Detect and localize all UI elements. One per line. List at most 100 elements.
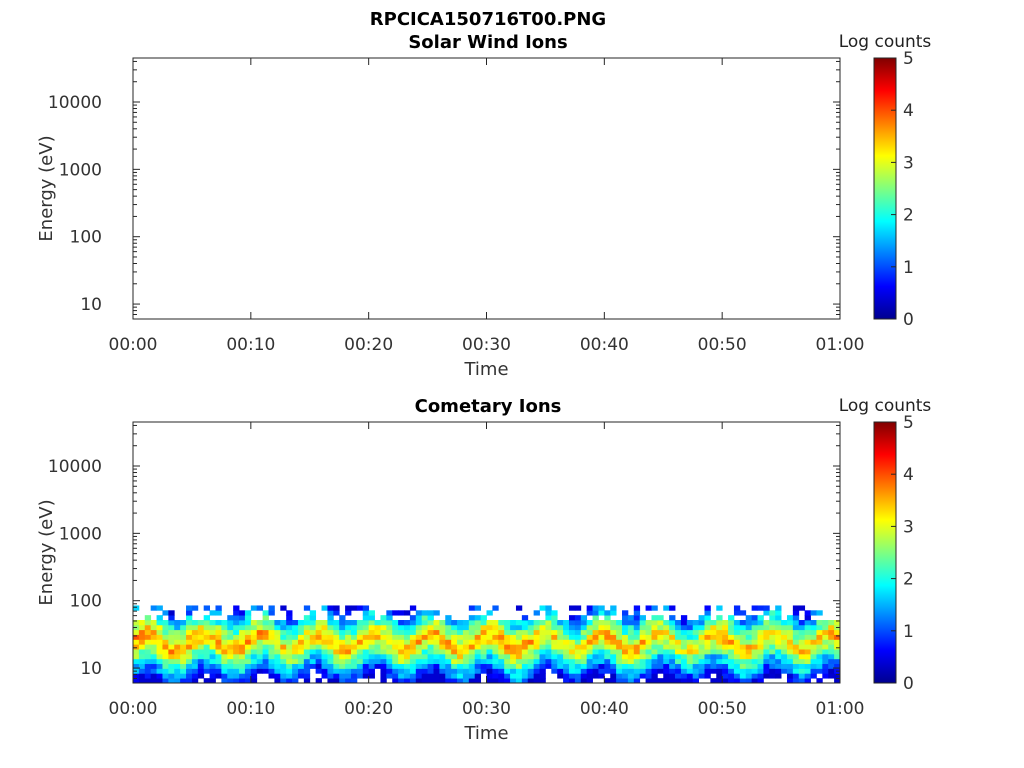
heatmap-cell bbox=[221, 629, 228, 635]
heatmap-cell bbox=[657, 678, 664, 684]
heatmap-cell bbox=[180, 673, 187, 679]
heatmap-cell bbox=[256, 658, 264, 665]
heatmap-cell bbox=[781, 620, 788, 626]
heatmap-cell bbox=[722, 668, 729, 674]
colorbar-tick-label: 1 bbox=[903, 258, 914, 278]
heatmap-cell bbox=[810, 653, 817, 660]
heatmap-cell bbox=[239, 663, 246, 669]
heatmap-cell bbox=[421, 634, 428, 640]
heatmap-cell bbox=[286, 668, 293, 674]
heatmap-cell bbox=[816, 634, 823, 640]
heatmap-cell bbox=[268, 639, 275, 645]
heatmap-cell bbox=[180, 668, 187, 674]
heatmap-cell bbox=[716, 629, 723, 635]
heatmap-cell bbox=[468, 615, 476, 621]
heatmap-cell bbox=[769, 624, 776, 631]
heatmap-cell bbox=[722, 678, 729, 684]
heatmap-cell bbox=[244, 610, 252, 616]
heatmap-cell bbox=[321, 653, 328, 660]
heatmap-cell bbox=[498, 673, 505, 679]
heatmap-cell bbox=[828, 658, 835, 665]
heatmap-cell bbox=[386, 649, 393, 655]
heatmap-cell bbox=[574, 615, 582, 621]
heatmap-cell bbox=[557, 620, 564, 626]
heatmap-cell bbox=[451, 653, 458, 660]
heatmap-cell bbox=[822, 629, 829, 635]
heatmap-cell bbox=[539, 653, 546, 660]
heatmap-cell bbox=[239, 673, 246, 679]
heatmap-cell bbox=[498, 634, 505, 640]
heatmap-cell bbox=[539, 629, 546, 635]
heatmap-cell bbox=[739, 678, 747, 684]
heatmap-cell bbox=[792, 653, 800, 660]
heatmap-cell bbox=[728, 634, 735, 640]
heatmap-cell bbox=[256, 634, 264, 640]
heatmap-cell bbox=[233, 610, 240, 616]
heatmap-cell bbox=[174, 649, 181, 655]
heatmap-cell bbox=[180, 634, 187, 640]
heatmap-cell bbox=[728, 658, 735, 665]
heatmap-cell bbox=[757, 663, 764, 669]
heatmap-cell bbox=[409, 615, 417, 621]
heatmap-cell bbox=[639, 658, 646, 665]
heatmap-cell bbox=[262, 634, 269, 640]
heatmap-cell bbox=[651, 658, 658, 665]
heatmap-cell bbox=[392, 639, 399, 645]
heatmap-cell bbox=[168, 649, 175, 655]
heatmap-cell bbox=[398, 649, 405, 655]
heatmap-cell bbox=[533, 629, 540, 635]
heatmap-cell bbox=[339, 615, 346, 621]
heatmap-cell bbox=[745, 615, 753, 621]
heatmap-cell bbox=[262, 668, 269, 674]
heatmap-cell bbox=[521, 663, 529, 669]
heatmap-cell bbox=[197, 620, 205, 626]
heatmap-cell bbox=[356, 653, 364, 660]
heatmap-cell bbox=[798, 668, 806, 674]
heatmap-cell bbox=[356, 658, 364, 665]
heatmap-cell bbox=[292, 673, 299, 679]
heatmap-cell bbox=[138, 624, 146, 631]
heatmap-cell bbox=[781, 668, 788, 674]
heatmap-cell bbox=[439, 649, 446, 655]
heatmap-cell bbox=[280, 644, 287, 650]
heatmap-cell bbox=[745, 658, 753, 665]
heatmap-cell bbox=[504, 644, 511, 650]
heatmap-cell bbox=[227, 668, 234, 674]
heatmap-cell bbox=[633, 653, 641, 660]
heatmap-cell bbox=[710, 663, 717, 669]
heatmap-cell bbox=[162, 663, 169, 669]
heatmap-cell bbox=[598, 673, 605, 679]
heatmap-cell bbox=[315, 620, 322, 626]
heatmap-cell bbox=[404, 610, 411, 616]
heatmap-cell bbox=[144, 668, 152, 674]
heatmap-cell bbox=[645, 673, 652, 679]
heatmap-cell bbox=[327, 653, 334, 660]
heatmap-cell bbox=[645, 605, 652, 611]
heatmap-cell bbox=[698, 653, 705, 660]
heatmap-cell bbox=[380, 658, 387, 665]
heatmap-cell bbox=[292, 644, 299, 650]
heatmap-cell bbox=[203, 644, 210, 650]
heatmap-cell bbox=[256, 620, 264, 626]
heatmap-cell bbox=[392, 653, 399, 660]
heatmap-cell bbox=[680, 649, 688, 655]
heatmap-cell bbox=[138, 649, 146, 655]
heatmap-cell bbox=[633, 629, 641, 635]
heatmap-cell bbox=[286, 673, 293, 679]
heatmap-cell bbox=[692, 620, 699, 626]
figure-title: RPCICA150716T00.PNG bbox=[370, 9, 606, 30]
heatmap-cell bbox=[792, 658, 800, 665]
heatmap-cell bbox=[663, 668, 670, 674]
heatmap-cell bbox=[539, 634, 546, 640]
heatmap-cell bbox=[321, 644, 328, 650]
heatmap-cell bbox=[486, 668, 493, 674]
heatmap-cell bbox=[639, 673, 646, 679]
heatmap-cell bbox=[315, 653, 322, 660]
heatmap-cell bbox=[492, 663, 499, 669]
panel-title: Solar Wind Ions bbox=[408, 32, 567, 53]
heatmap-cell bbox=[781, 624, 788, 631]
heatmap-cell bbox=[227, 649, 234, 655]
heatmap-cell bbox=[339, 649, 346, 655]
heatmap-cell bbox=[568, 639, 576, 645]
heatmap-cell bbox=[368, 624, 375, 631]
